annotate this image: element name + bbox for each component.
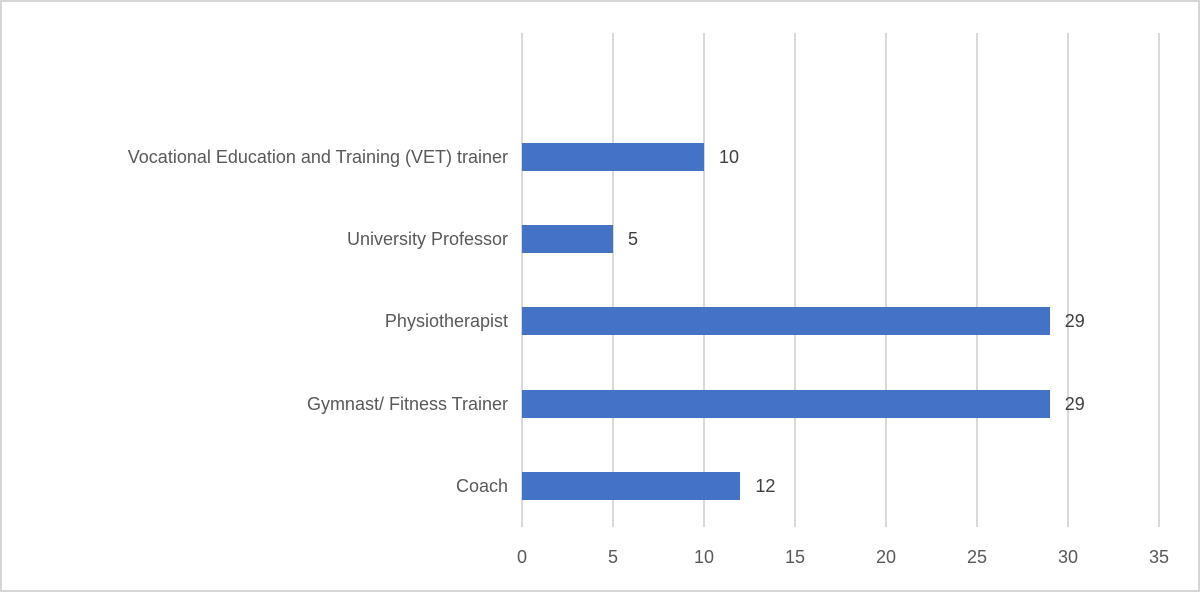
plot-area	[522, 33, 1159, 527]
x-tick-label: 15	[784, 547, 806, 567]
data-label: 5	[628, 228, 639, 249]
gridline	[976, 33, 978, 527]
bar	[522, 307, 1050, 336]
bar	[522, 224, 613, 253]
x-tick-label: 35	[1148, 547, 1170, 567]
gridline	[703, 33, 705, 527]
gridline	[885, 33, 887, 527]
category-label: Coach	[455, 475, 508, 496]
data-label: 10	[719, 146, 740, 167]
x-tick-label: 5	[607, 547, 618, 567]
data-label: 29	[1064, 311, 1085, 332]
gridline	[521, 33, 523, 527]
x-tick-label: 20	[875, 547, 897, 567]
bar	[522, 142, 704, 171]
category-label: Physiotherapist	[384, 311, 508, 332]
category-label: Vocational Education and Training (VET) …	[127, 146, 508, 167]
gridline	[1067, 33, 1069, 527]
data-label: 29	[1064, 393, 1085, 414]
category-label: Gymnast/ Fitness Trainer	[306, 393, 508, 414]
gridline	[1158, 33, 1160, 527]
x-tick-label: 25	[966, 547, 988, 567]
data-label: 12	[755, 475, 776, 496]
gridline	[612, 33, 614, 527]
bar	[522, 471, 741, 500]
bar	[522, 389, 1050, 418]
x-tick-label: 30	[1057, 547, 1079, 567]
x-tick-label: 0	[516, 547, 527, 567]
gridline	[794, 33, 796, 527]
x-tick-label: 10	[693, 547, 715, 567]
category-label: University Professor	[346, 228, 508, 249]
